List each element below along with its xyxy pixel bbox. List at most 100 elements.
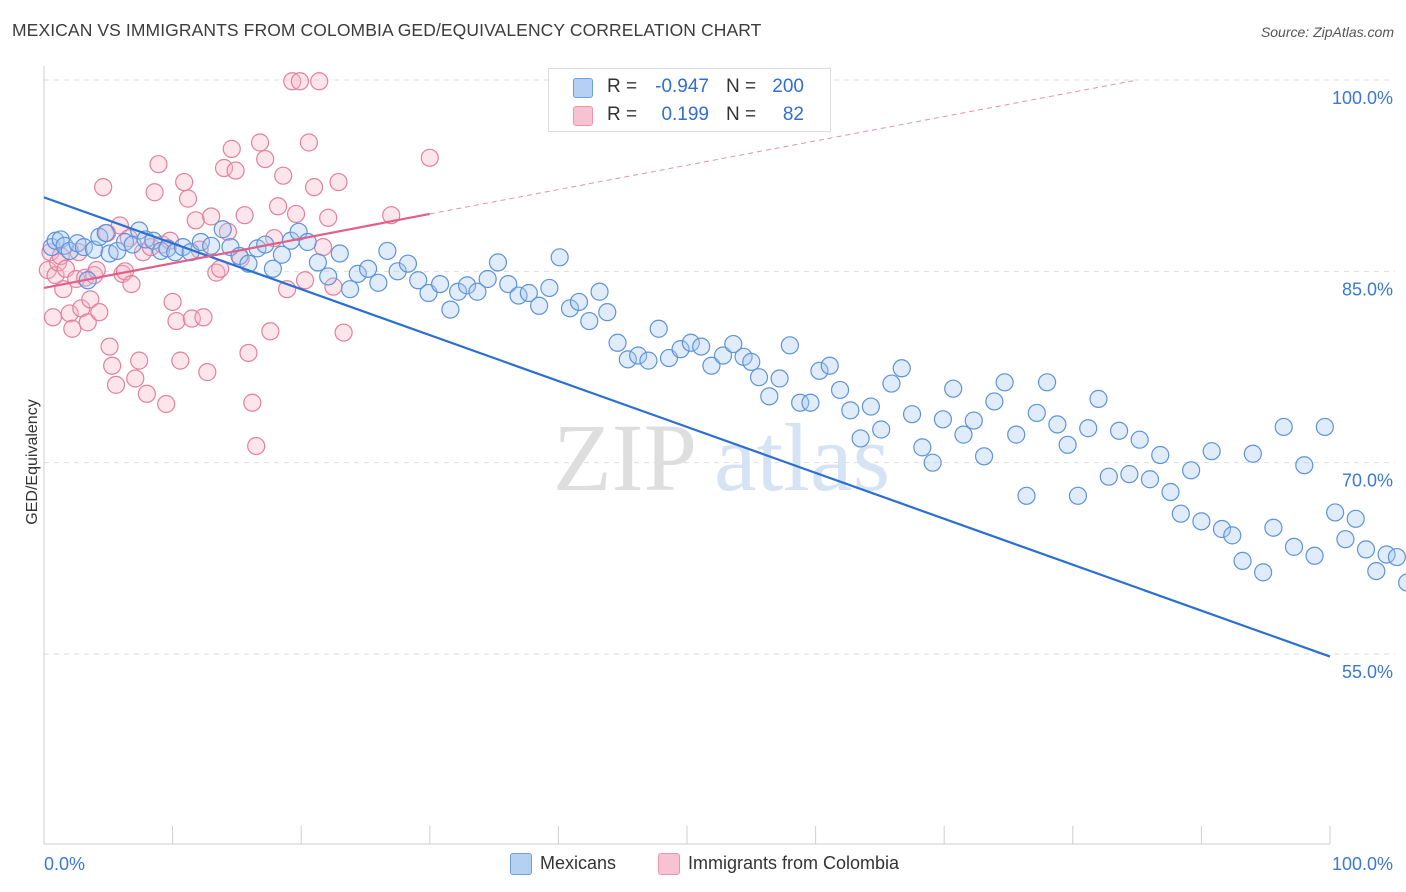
y-tick-label: 85.0%: [1342, 279, 1393, 299]
mexicans-point: [1223, 526, 1242, 545]
mexicans-point: [639, 351, 658, 370]
colombia-point: [167, 311, 186, 331]
legend-row-colombia: R = 0.199 N = 82: [549, 101, 830, 131]
colombia-point: [329, 172, 348, 192]
colombia-point: [122, 274, 141, 294]
mexicans-point: [1058, 435, 1077, 454]
mexicans-point: [1315, 417, 1334, 437]
legend-swatch-mexicans: [573, 78, 593, 98]
mexicans-point: [985, 392, 1004, 411]
colombia-point: [182, 309, 201, 328]
mexicans-point: [830, 380, 850, 400]
mexicans-point: [841, 401, 860, 420]
colombia-point: [290, 72, 310, 91]
colombia-point: [60, 304, 79, 323]
mexicans-point: [499, 274, 518, 294]
mexicans-point: [872, 420, 891, 439]
series-colombia-points: [38, 72, 439, 456]
y-tick-label: 70.0%: [1342, 471, 1393, 491]
mexicans-point: [340, 280, 360, 299]
colombia-point: [334, 323, 353, 342]
mexicans-point: [791, 393, 810, 412]
mexicans-point: [478, 269, 497, 289]
mexicans-point: [468, 282, 487, 301]
mexicans-point: [681, 333, 700, 352]
mexicans-point: [770, 369, 789, 388]
colombia-point: [250, 133, 270, 152]
mexicans-point: [1212, 519, 1232, 539]
mexicans-trend-line: [43, 196, 1331, 658]
colombia-point: [226, 161, 245, 180]
mexicans-point: [1130, 430, 1149, 449]
mexicans-point: [1109, 421, 1129, 440]
colombia-point: [247, 436, 266, 456]
colombia-point: [214, 158, 234, 178]
mexicans-point: [441, 300, 460, 319]
watermark-zip: ZIP: [553, 404, 697, 511]
colombia-trend-line: [43, 212, 431, 289]
colombia-point: [137, 384, 156, 403]
mexicans-point: [560, 299, 580, 318]
mexicans-point: [550, 248, 569, 267]
legend-label-mexicans: Mexicans: [540, 853, 617, 873]
mexicans-point: [724, 334, 743, 354]
legend-swatch-colombia: [658, 853, 680, 875]
mexicans-point: [540, 278, 559, 298]
x-tick-label: 0.0%: [44, 854, 85, 874]
mexicans-point: [1017, 486, 1036, 505]
colombia-point: [94, 178, 113, 197]
legend-n-label: N =: [726, 104, 757, 125]
colombia-trend-extension: [429, 79, 1138, 215]
mexicans-point: [1151, 445, 1170, 465]
mexicans-point: [618, 350, 637, 369]
mexicans-point: [608, 333, 627, 352]
mexicans-point: [882, 374, 901, 393]
colombia-point: [304, 178, 324, 197]
colombia-point: [171, 351, 190, 370]
x-tick-label: 100.0%: [1332, 854, 1393, 874]
mexicans-point: [530, 296, 549, 315]
legend-n-value: 200: [772, 76, 804, 97]
mexicans-point: [1233, 551, 1252, 570]
mexicans-point: [964, 411, 983, 430]
mexicans-point: [1068, 486, 1088, 505]
colombia-point: [186, 211, 205, 230]
trend-lines: [43, 79, 1331, 658]
mexicans-point: [1089, 389, 1108, 408]
colombia-point: [43, 308, 63, 327]
mexicans-point: [60, 241, 79, 261]
mexicans-point: [649, 319, 668, 338]
series-legend: Mexicans Immigrants from Colombia: [0, 852, 1406, 878]
mexicans-point: [398, 254, 418, 273]
legend-swatch-mexicans: [510, 853, 532, 875]
colombia-point: [103, 356, 122, 375]
mexicans-point: [1346, 509, 1365, 528]
mexicans-point: [671, 340, 690, 359]
mexicans-point: [1254, 563, 1273, 582]
mexicans-point: [448, 282, 468, 301]
colombia-point: [198, 363, 217, 382]
colombia-point: [202, 207, 221, 226]
colombia-point: [268, 197, 288, 216]
mexicans-point: [1305, 546, 1324, 565]
colombia-point: [157, 394, 176, 414]
mexicans-point: [96, 223, 115, 243]
mexicans-point: [358, 259, 378, 278]
colombia-point: [274, 166, 293, 185]
mexicans-point: [1336, 530, 1355, 549]
colombia-point: [283, 72, 302, 91]
mexicans-point: [457, 276, 477, 295]
legend-row-mexicans: R = -0.947 N = 200: [549, 73, 830, 103]
colombia-point: [163, 292, 182, 312]
mexicans-point: [1192, 512, 1211, 531]
colombia-point: [130, 351, 149, 370]
mexicans-point: [1171, 504, 1190, 523]
mexicans-point: [378, 241, 397, 261]
mexicans-point: [1356, 540, 1376, 559]
mexicans-point: [902, 405, 922, 424]
mexicans-point: [598, 303, 617, 322]
colombia-point: [243, 393, 262, 412]
watermark-atlas: atlas: [714, 404, 890, 511]
y-tick-label: 55.0%: [1342, 662, 1393, 682]
